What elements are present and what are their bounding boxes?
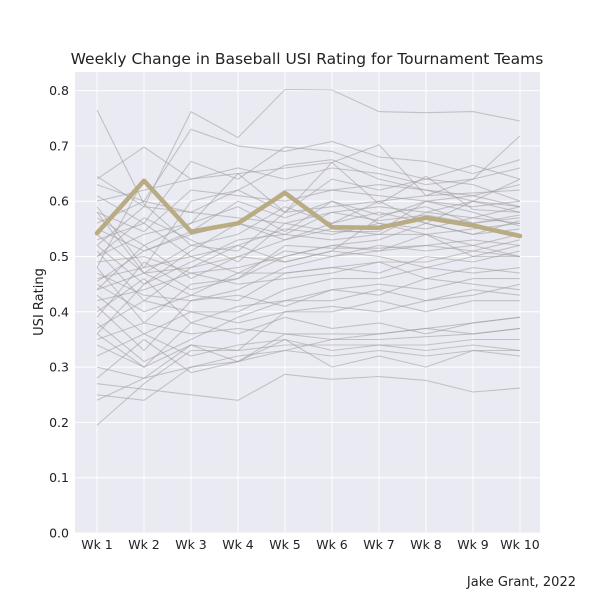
x-tick-label: Wk 8 [410, 537, 442, 552]
plot-background [75, 72, 540, 533]
y-tick-label: 0.8 [49, 83, 69, 98]
series-line [96, 327, 521, 401]
x-tick-label: Wk 1 [81, 537, 113, 552]
series-line [96, 206, 521, 335]
series-line [96, 233, 521, 302]
x-tick-label: Wk 3 [175, 537, 207, 552]
series-line [96, 316, 521, 401]
series-line [96, 128, 521, 202]
x-tick-label: Wk 7 [363, 537, 395, 552]
x-tick-label: Wk 10 [500, 537, 540, 552]
y-tick-label: 0.6 [49, 194, 69, 209]
series-line [96, 322, 521, 341]
series-line [96, 88, 521, 208]
series-line [96, 289, 521, 363]
series-line [96, 261, 521, 302]
series-line [96, 283, 521, 426]
x-tick-label: Wk 6 [316, 537, 348, 552]
credit-text: Jake Grant, 2022 [466, 575, 576, 590]
series-line [96, 278, 520, 352]
highlight-series-line [94, 178, 523, 239]
y-tick-label: 0.2 [49, 415, 69, 430]
series-line [96, 195, 521, 274]
y-tick-label: 0.5 [49, 249, 69, 264]
series-line [96, 178, 521, 246]
y-tick-label: 0.1 [49, 470, 69, 485]
series-line [96, 135, 521, 197]
series-line [96, 146, 521, 225]
series-line [96, 338, 520, 379]
x-tick-label: Wk 2 [128, 537, 160, 552]
y-tick-label: 0.7 [49, 138, 69, 153]
y-axis-label: USI Rating [32, 268, 47, 336]
series-line [96, 250, 521, 296]
series-line [96, 267, 521, 335]
series-line [96, 239, 521, 318]
highlight-series [94, 178, 523, 239]
y-tick-label: 0.4 [49, 304, 69, 319]
series-line [96, 373, 521, 401]
chart-title: Weekly Change in Baseball USI Rating for… [71, 50, 544, 68]
x-tick-labels: Wk 1 Wk 2 Wk 3 Wk 4 Wk 5 Wk 6 Wk 7 Wk 8 Wk 9 Wk 1… [81, 537, 540, 552]
series-line [96, 211, 521, 285]
series-line [96, 161, 521, 247]
series-line [96, 300, 520, 329]
y-tick-labels: 0.0 0.1 0.2 0.3 0.4 0.5 0.6 0.7 0.8 [49, 83, 69, 540]
y-tick-label: 0.0 [49, 526, 69, 541]
series-line [96, 200, 521, 257]
x-tick-label: Wk 9 [457, 537, 489, 552]
y-tick-label: 0.3 [49, 360, 69, 375]
series-line [96, 277, 521, 324]
x-tick-label: Wk 4 [222, 537, 254, 552]
x-tick-label: Wk 5 [269, 537, 301, 552]
series-line [96, 200, 521, 282]
